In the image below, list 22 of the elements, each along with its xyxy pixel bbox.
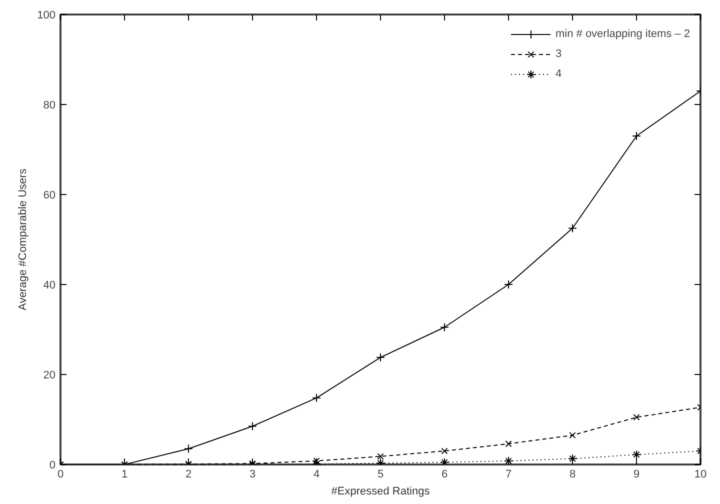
x-axis-title: #Expressed Ratings [331,486,430,498]
x-tick-label: 5 [377,468,384,480]
y-tick-label: 60 [43,190,56,202]
x-tick-label: 8 [569,468,576,480]
x-tick-label: 3 [249,468,256,480]
x-tick-label: 4 [313,468,320,480]
x-tick-label: 6 [441,468,448,480]
x-tick-label: 2 [185,468,192,480]
legend-label: min # overlapping items – 2 [555,28,690,40]
y-tick-label: 40 [43,280,56,292]
legend-label: 3 [555,48,563,60]
legend-label: 4 [555,68,563,80]
y-tick-label: 20 [43,370,56,382]
y-tick-label: 80 [43,100,56,112]
x-tick-label: 0 [57,468,64,480]
x-tick-label: 10 [694,468,707,480]
y-axis-title: Average #Comparable Users [17,168,30,310]
x-tick-label: 9 [633,468,640,480]
x-tick-label: 1 [121,468,128,480]
y-tick-label: 0 [49,460,56,472]
y-tick-label: 100 [37,10,56,22]
x-tick-label: 7 [505,468,512,480]
